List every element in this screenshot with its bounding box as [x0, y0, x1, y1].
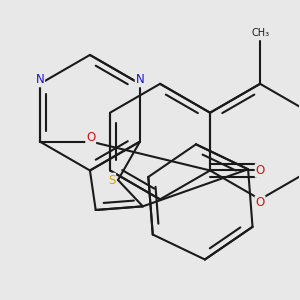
Text: O: O	[256, 164, 265, 177]
Text: N: N	[35, 74, 44, 86]
Text: S: S	[108, 173, 115, 187]
Text: N: N	[136, 74, 144, 86]
Text: CH₃: CH₃	[251, 28, 269, 38]
Text: O: O	[86, 130, 95, 144]
Text: O: O	[256, 196, 265, 209]
